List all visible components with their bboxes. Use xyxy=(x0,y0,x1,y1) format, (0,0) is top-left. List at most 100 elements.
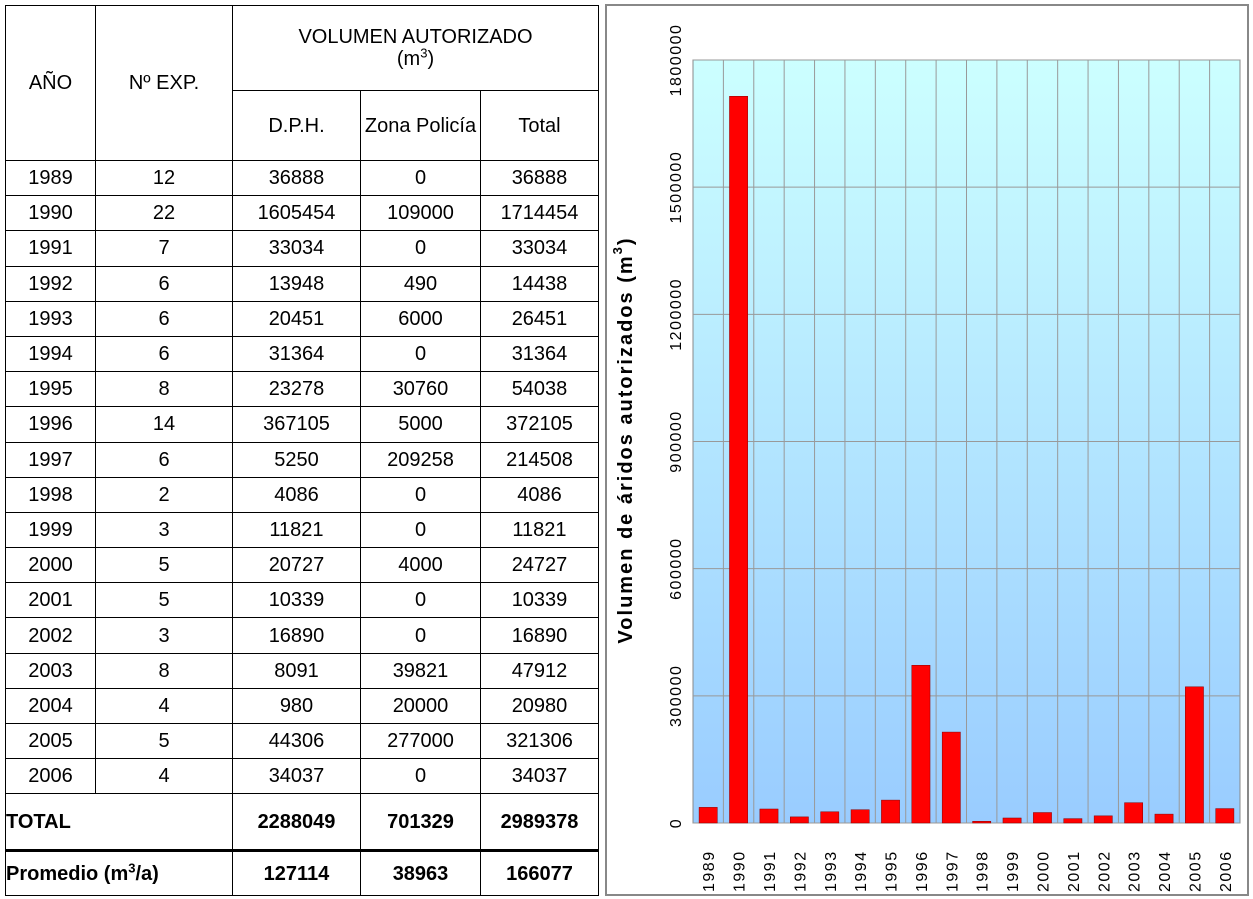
cell: 2004 xyxy=(5,687,96,725)
cell: 4086 xyxy=(480,476,599,513)
x-tick-label: 1997 xyxy=(944,850,961,892)
cell: 39821 xyxy=(360,652,481,689)
cell: 1605454 xyxy=(232,195,361,232)
cell: 24727 xyxy=(480,547,599,584)
cell: 1999 xyxy=(5,511,96,549)
cell: 2003 xyxy=(5,652,96,689)
cell: 10339 xyxy=(480,582,599,619)
x-tick-label: 2001 xyxy=(1066,850,1083,892)
data-row: 2001 5 10339 0 10339 xyxy=(5,582,599,619)
header-cell: Zona Policía xyxy=(360,90,481,161)
x-tick-label: 1990 xyxy=(732,850,749,892)
cell: 0 xyxy=(360,758,481,795)
bar xyxy=(1002,817,1022,824)
cell: 34037 xyxy=(480,758,599,795)
bar xyxy=(881,799,900,824)
cell: 16890 xyxy=(480,617,599,654)
bar xyxy=(1185,686,1204,824)
total-cell: 2288049 xyxy=(232,793,361,852)
cell: 6 xyxy=(95,441,233,478)
bar xyxy=(759,808,779,824)
bar xyxy=(789,816,809,824)
data-row: 1989 12 36888 0 36888 xyxy=(5,159,599,197)
bar xyxy=(820,811,840,824)
data-row: 2006 4 34037 0 34037 xyxy=(5,758,599,795)
x-tick-label: 2005 xyxy=(1187,850,1204,892)
data-table: AÑO Nº EXP. VOLUMEN AUTORIZADO (m3) D.P.H… xyxy=(5,5,599,897)
cell: 12 xyxy=(95,159,233,197)
cell: 0 xyxy=(360,230,481,267)
chart: Volumen de áridos autorizados (m3) 0 3000… xyxy=(605,4,1249,896)
cell: 1991 xyxy=(5,230,96,267)
header-unit-sup: 3 xyxy=(420,45,428,61)
cell: 5 xyxy=(95,582,233,619)
cell: 2000 xyxy=(5,547,96,584)
cell: 1995 xyxy=(5,371,96,408)
average-cell: 38963 xyxy=(360,849,481,897)
data-row: 1993 6 20451 6000 26451 xyxy=(5,300,599,337)
cell: 367105 xyxy=(232,406,361,443)
bar xyxy=(1063,818,1083,824)
cell: 11821 xyxy=(232,511,361,549)
header-row: D.P.H. Zona Policía Total xyxy=(6,90,599,161)
cell: 0 xyxy=(360,511,481,549)
x-tick-label: 1993 xyxy=(823,850,840,892)
cell: 6 xyxy=(95,300,233,337)
bar xyxy=(941,731,961,824)
x-tick-label: 1994 xyxy=(853,850,870,892)
cell: 30760 xyxy=(360,371,481,408)
data-row: 1995 8 23278 30760 54038 xyxy=(5,371,599,408)
data-row: 1991 7 33034 0 33034 xyxy=(5,230,599,267)
data-row: 2004 4 980 20000 20980 xyxy=(5,687,599,725)
cell: 54038 xyxy=(480,371,599,408)
cell: 3 xyxy=(95,617,233,654)
y-tick-label: 600000 xyxy=(668,537,685,599)
cell: 4086 xyxy=(232,476,361,513)
cell: 47912 xyxy=(480,652,599,689)
cell: 20451 xyxy=(232,300,361,337)
bar xyxy=(698,807,718,824)
average-label-text: Promedio (m xyxy=(6,862,129,885)
cell: 7 xyxy=(95,230,233,267)
cell: 1998 xyxy=(5,476,96,513)
cell: 20980 xyxy=(480,687,599,725)
cell: 5250 xyxy=(232,441,361,478)
cell: 214508 xyxy=(480,441,599,478)
cell: 1992 xyxy=(5,265,96,302)
x-tick-label: 2000 xyxy=(1035,850,1052,892)
cell: 3 xyxy=(95,511,233,549)
header-cell: Total xyxy=(480,90,599,161)
cell: 11821 xyxy=(480,511,599,549)
cell: 5 xyxy=(95,547,233,584)
cell: 31364 xyxy=(232,335,361,373)
cell: 23278 xyxy=(232,371,361,408)
average-label-end: /a) xyxy=(135,862,159,885)
header-text: VOLUMEN AUTORIZADO xyxy=(298,26,533,48)
cell: 33034 xyxy=(232,230,361,267)
cell: 4000 xyxy=(360,547,481,584)
total-cell: 701329 xyxy=(360,793,481,852)
total-label: TOTAL xyxy=(5,793,233,852)
x-tick-label: 1992 xyxy=(792,850,809,892)
cell: 20727 xyxy=(232,547,361,584)
data-row: 1999 3 11821 0 11821 xyxy=(5,511,599,549)
bar xyxy=(1215,808,1235,824)
cell: 44306 xyxy=(232,722,361,760)
data-row: 2005 5 44306 277000 321306 xyxy=(5,722,599,760)
y-axis-title-text: Volumen de áridos autorizados (m xyxy=(615,254,637,643)
x-tick-label: 1991 xyxy=(762,850,779,892)
cell: 4 xyxy=(95,687,233,725)
cell: 0 xyxy=(360,617,481,654)
bar xyxy=(1154,813,1174,824)
cell: 5000 xyxy=(360,406,481,443)
header-cell: VOLUMEN AUTORIZADO (m3) xyxy=(232,5,599,91)
x-tick-label: 1989 xyxy=(701,850,718,892)
average-label: Promedio (m3/a) xyxy=(5,849,233,897)
bar xyxy=(850,809,870,824)
cell: 1996 xyxy=(5,406,96,443)
cell: 36888 xyxy=(480,159,599,197)
cell: 1993 xyxy=(5,300,96,337)
header-unit: (m xyxy=(396,48,421,70)
average-cell: 127114 xyxy=(232,849,361,897)
